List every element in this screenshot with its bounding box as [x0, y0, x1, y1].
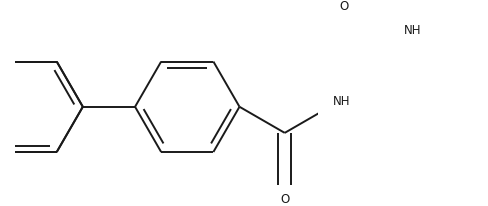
Text: O: O [338, 0, 347, 13]
Text: NH: NH [332, 95, 349, 108]
Text: O: O [280, 193, 289, 206]
Text: NH: NH [403, 24, 421, 37]
